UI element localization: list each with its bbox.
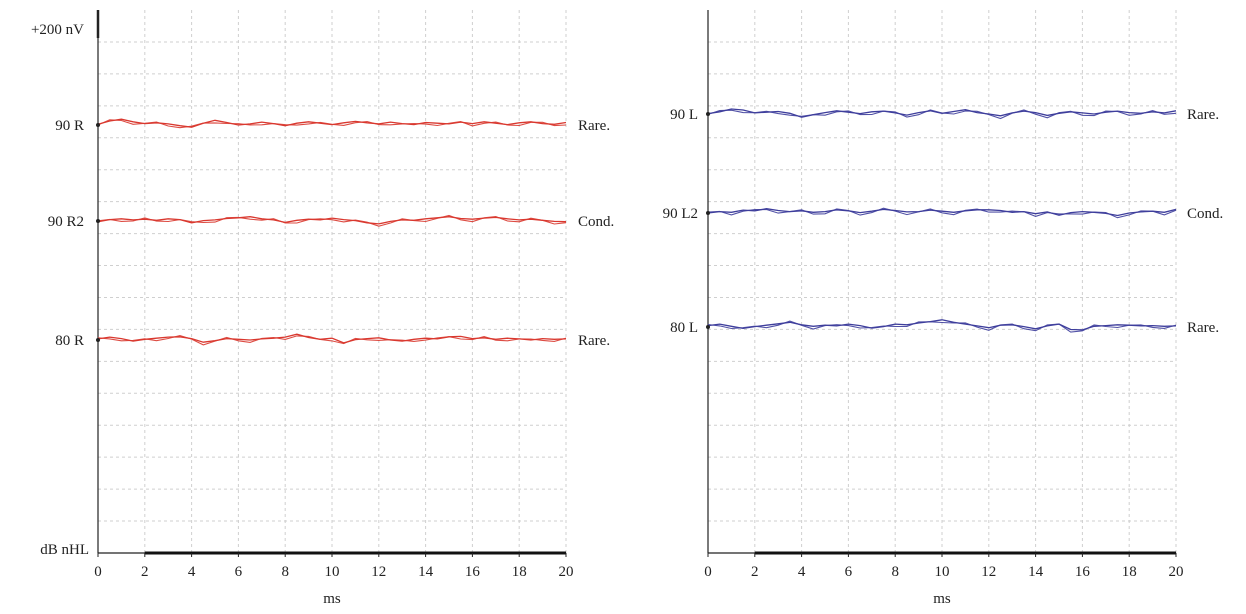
trace-baseline-marker [96, 219, 100, 223]
x-tick-label: 16 [1075, 564, 1091, 580]
x-axis-title: ms [933, 591, 951, 607]
x-tick-label: 2 [141, 564, 149, 580]
grid [708, 10, 1177, 553]
trace-intensity-label: 90 R [55, 118, 84, 134]
x-tick-label: 8 [281, 564, 289, 580]
right-ear-panel: 0 2 4 6 8 10 12 14 16 18 20 ms +200 nV dB nHL 90 R Rare… [31, 10, 614, 607]
x-tick-label: 0 [94, 564, 102, 580]
waveform-replicate-trace [707, 207, 1177, 219]
x-tick-label: 4 [798, 564, 806, 580]
x-axis-title: ms [323, 591, 341, 607]
trace-baseline-marker [706, 325, 710, 329]
waveform-replicate-trace [707, 109, 1177, 120]
x-tick-label: 4 [188, 564, 196, 580]
x-tick-label: 10 [935, 564, 950, 580]
x-tick-label: 6 [845, 564, 853, 580]
x-tick-label: 12 [981, 564, 996, 580]
trace-stimulus-label: Cond. [578, 214, 614, 230]
trace-stimulus-label: Rare. [1187, 107, 1219, 123]
x-tick-label: 18 [512, 564, 527, 580]
trace-baseline-marker [96, 123, 100, 127]
x-tick-label: 14 [1028, 564, 1044, 580]
grid [98, 10, 567, 553]
trace-baseline-marker [706, 112, 710, 116]
trace-intensity-label: 80 L [670, 320, 698, 336]
waveform-replicate-trace [97, 335, 567, 346]
trace-stimulus-label: Rare. [578, 118, 610, 134]
trace-baseline-marker [706, 211, 710, 215]
trace-baseline-marker [96, 338, 100, 342]
x-tick-label: 18 [1122, 564, 1137, 580]
trace-stimulus-label: Rare. [578, 333, 610, 349]
left-ear-panel: 0 2 4 6 8 10 12 14 16 18 20 ms 90 L Rare. 90 L2 Cond. 80… [663, 10, 1223, 607]
waveform-replicate-trace [707, 320, 1177, 333]
waveform-replicate-trace [97, 119, 567, 129]
trace-intensity-label: 90 L2 [663, 206, 698, 222]
trace-stimulus-label: Rare. [1187, 320, 1219, 336]
baseline-label: dB nHL [40, 542, 89, 558]
x-tick-label: 8 [891, 564, 899, 580]
trace-intensity-label: 90 R2 [48, 214, 84, 230]
x-tick-label: 2 [751, 564, 759, 580]
x-tick-label: 14 [418, 564, 434, 580]
x-tick-label: 10 [325, 564, 340, 580]
x-tick-label: 16 [465, 564, 481, 580]
x-tick-label: 20 [1169, 564, 1184, 580]
trace-stimulus-label: Cond. [1187, 206, 1223, 222]
waveform-replicate-trace [97, 214, 567, 227]
x-tick-label: 20 [559, 564, 574, 580]
x-tick-label: 6 [235, 564, 243, 580]
amplitude-scale-label: +200 nV [31, 22, 84, 38]
x-tick-label: 0 [704, 564, 712, 580]
x-tick-label: 12 [371, 564, 386, 580]
trace-intensity-label: 80 R [55, 333, 84, 349]
trace-intensity-label: 90 L [670, 107, 698, 123]
